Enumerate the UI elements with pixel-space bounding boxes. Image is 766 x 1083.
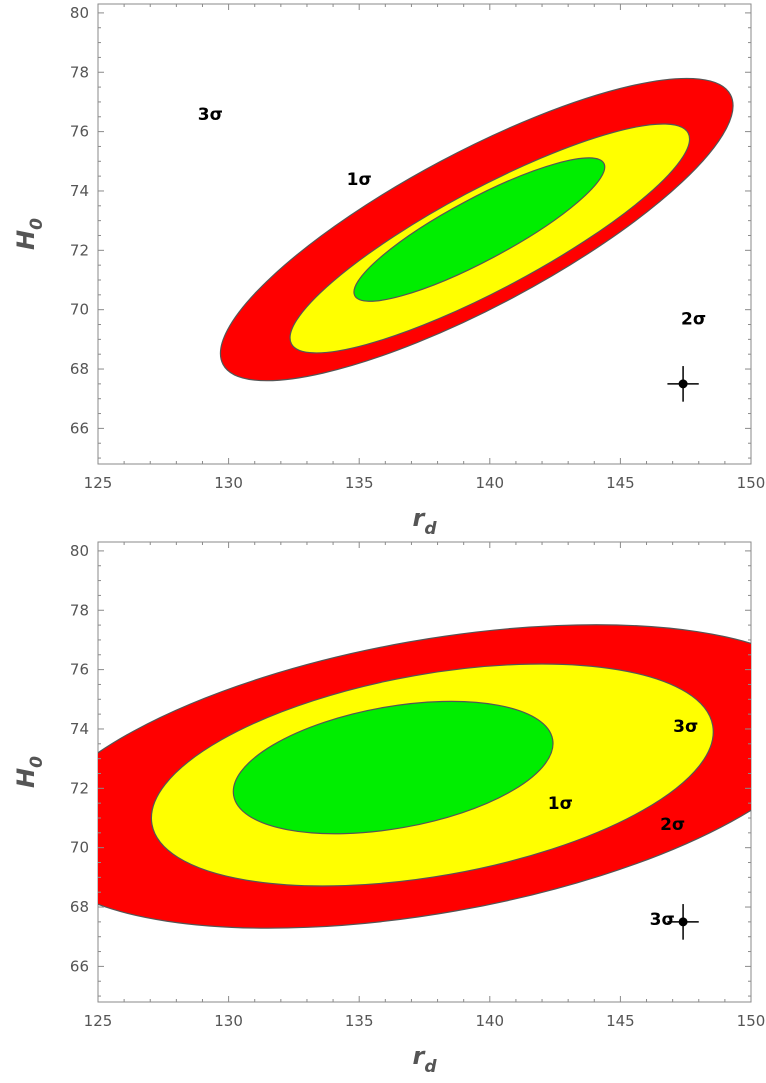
x-tick-label: 130 <box>214 1012 243 1030</box>
x-tick-label: 145 <box>606 1012 635 1030</box>
data-point <box>678 917 688 927</box>
y-tick-label: 74 <box>70 182 89 200</box>
y-tick-label: 72 <box>70 779 89 797</box>
contour-regions <box>98 624 751 929</box>
y-tick-label: 76 <box>70 661 89 679</box>
region-1sigma <box>353 157 606 302</box>
contour-regions <box>219 77 734 382</box>
sigma-label: 2σ <box>660 815 685 835</box>
y-axis-title-main: H <box>12 768 40 788</box>
y-axis-title: H0 <box>12 218 47 250</box>
x-axis-title: rd <box>412 504 437 539</box>
sigma-label: 3σ <box>198 105 223 125</box>
sigma-label: 3σ <box>650 910 675 930</box>
y-tick-label: 70 <box>70 839 89 857</box>
y-tick-label: 78 <box>70 63 89 81</box>
x-tick-label: 145 <box>606 474 635 492</box>
x-tick-label: 125 <box>84 474 113 492</box>
x-tick-label: 150 <box>737 1012 766 1030</box>
chart-panel-top: 125 130 135 140 145 150 66 68 70 72 74 76 78 80 3σ 2σ 1σ… <box>12 3 766 539</box>
x-tick-label: 140 <box>475 474 504 492</box>
y-tick-label: 68 <box>70 898 89 916</box>
x-axis-title-sub: d <box>424 519 437 539</box>
x-tick-label: 135 <box>345 1012 374 1030</box>
sigma-label: 1σ <box>347 170 372 190</box>
x-tick-label: 140 <box>475 1012 504 1030</box>
x-axis-title-main: r <box>412 504 426 532</box>
y-tick-label: 66 <box>70 419 89 437</box>
y-axis-title-main: H <box>12 230 40 250</box>
y-tick-label: 74 <box>70 720 89 738</box>
chart-panel-bottom: 125 130 135 140 145 150 66 68 70 72 74 76 78 80 3σ 2σ 1σ… <box>12 541 766 1077</box>
y-tick-label: 72 <box>70 241 89 259</box>
x-tick-label: 150 <box>737 474 766 492</box>
y-axis-title-sub: 0 <box>27 218 47 230</box>
data-point <box>678 379 688 389</box>
y-tick-label: 68 <box>70 360 89 378</box>
sigma-label: 2σ <box>681 310 706 330</box>
y-axis-title-sub: 0 <box>27 756 47 768</box>
x-axis-title: rd <box>412 1042 437 1077</box>
sigma-label: 3σ <box>673 717 698 737</box>
x-tick-label: 135 <box>345 474 374 492</box>
y-tick-label: 70 <box>70 301 89 319</box>
x-tick-label: 130 <box>214 474 243 492</box>
y-tick-label: 76 <box>70 123 89 141</box>
x-axis-title-main: r <box>412 1042 426 1070</box>
x-axis-title-sub: d <box>424 1057 437 1077</box>
sigma-label: 1σ <box>548 794 573 814</box>
y-tick-label: 78 <box>70 601 89 619</box>
x-tick-label: 125 <box>84 1012 113 1030</box>
y-tick-label: 80 <box>70 542 89 560</box>
y-axis-title: H0 <box>12 756 47 788</box>
region-1sigma <box>232 700 554 835</box>
y-tick-label: 80 <box>70 4 89 22</box>
y-tick-label: 66 <box>70 957 89 975</box>
